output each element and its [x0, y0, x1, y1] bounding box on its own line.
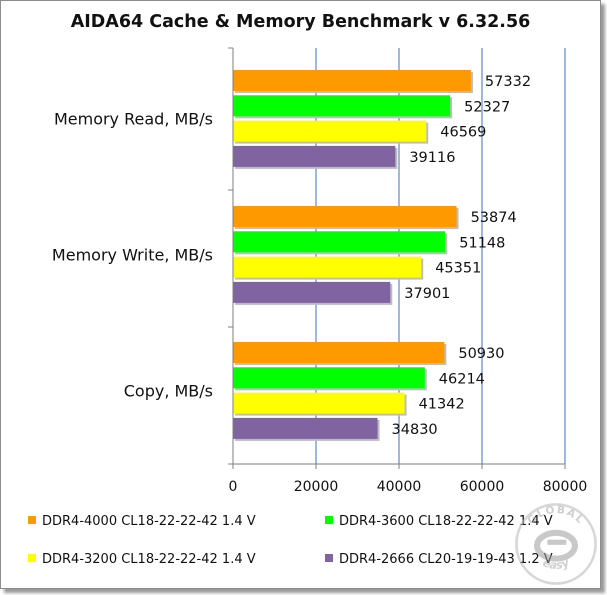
data-label: 45351	[435, 261, 481, 277]
data-label: 39116	[409, 150, 455, 166]
chart-title: AIDA64 Cache & Memory Benchmark v 6.32.5…	[70, 12, 531, 32]
bar	[233, 231, 446, 253]
legend-item: DDR4-2666 CL20-19-19-43 1.2 V	[325, 550, 553, 570]
legend-label: DDR4-3600 CL18-22-22-42 1.4 V	[339, 514, 553, 529]
data-label: 34830	[392, 422, 438, 438]
bar	[233, 281, 391, 303]
globaleasy-logo-icon: GLOBAL easy	[515, 503, 597, 585]
bar	[233, 342, 445, 363]
x-tick-label: 80000	[543, 479, 588, 495]
bar	[233, 145, 396, 167]
x-tick-label: 0	[229, 479, 238, 495]
labels: 0 20000 40000 60000 80000 57332 52327 46569 3911…	[52, 74, 587, 495]
x-tick-label: 60000	[460, 479, 505, 495]
data-label: 46214	[439, 371, 485, 387]
svg-text:GLOBAL: GLOBAL	[525, 504, 587, 527]
bar	[233, 206, 457, 227]
data-label: 37901	[404, 286, 450, 302]
data-label: 41342	[419, 397, 465, 413]
legend-item: DDR4-4000 CL18-22-22-42 1.4 V	[28, 512, 256, 532]
data-label: 51148	[459, 235, 505, 251]
bar	[233, 392, 405, 414]
watermark-top-text: GLOBAL	[525, 504, 585, 527]
category-label: Memory Read, MB/s	[54, 109, 213, 128]
bar	[233, 70, 471, 91]
bars	[233, 70, 473, 441]
bar	[233, 120, 427, 142]
bar	[233, 256, 422, 278]
legend-label: DDR4-4000 CL18-22-22-42 1.4 V	[42, 514, 256, 529]
data-label: 57332	[485, 74, 531, 90]
bar	[233, 417, 378, 439]
data-label: 46569	[440, 125, 486, 141]
data-label: 53874	[471, 210, 517, 226]
x-tick-label: 40000	[377, 479, 422, 495]
bar	[233, 95, 451, 117]
category-label: Copy, MB/s	[124, 381, 213, 400]
watermark-bottom-text: easy	[541, 556, 572, 572]
legend-swatch	[28, 515, 36, 524]
legend-swatch	[325, 515, 333, 524]
axes	[228, 47, 566, 469]
legend: DDR4-4000 CL18-22-22-42 1.4 V DDR4-3600 C…	[28, 512, 598, 580]
svg-text:easy: easy	[541, 556, 572, 572]
legend-swatch	[325, 553, 333, 562]
x-tick-label: 20000	[294, 479, 339, 495]
legend-label: DDR4-2666 CL20-19-19-43 1.2 V	[339, 552, 553, 567]
category-label: Memory Write, MB/s	[52, 245, 213, 264]
legend-item: DDR4-3200 CL18-22-22-42 1.4 V	[28, 550, 256, 570]
legend-label: DDR4-3200 CL18-22-22-42 1.4 V	[42, 552, 256, 567]
legend-swatch	[28, 553, 36, 562]
bar	[233, 367, 425, 389]
legend-item: DDR4-3600 CL18-22-22-42 1.4 V	[325, 512, 553, 532]
data-label: 52327	[464, 99, 510, 115]
data-label: 50930	[458, 346, 504, 362]
